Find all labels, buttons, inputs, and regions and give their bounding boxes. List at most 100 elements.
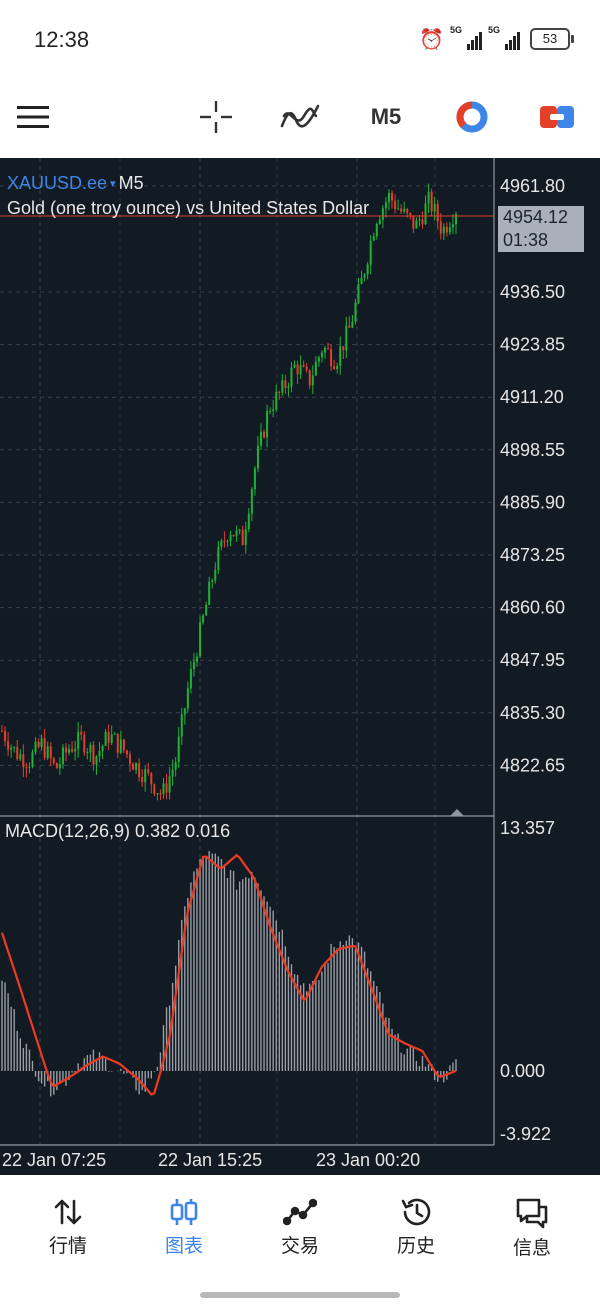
candle-body xyxy=(74,748,77,752)
chart-candles-icon xyxy=(170,1199,198,1225)
candle-body xyxy=(19,754,22,760)
candle-body xyxy=(418,219,421,221)
nav-chart-label: 图表 xyxy=(164,1235,203,1257)
candle-body xyxy=(296,364,299,375)
candle-body xyxy=(180,714,183,737)
candle-body xyxy=(64,747,67,753)
candle-body xyxy=(378,219,381,224)
candle-body xyxy=(259,431,262,446)
time-axis-label: 22 Jan 15:25 xyxy=(158,1150,262,1170)
candle-body xyxy=(232,534,235,537)
candle-body xyxy=(247,513,250,530)
candle-body xyxy=(284,380,287,388)
candle-body xyxy=(116,733,119,753)
chart-symbol-header[interactable]: XAUUSD.ee ▾ M5 xyxy=(7,172,144,195)
candle-body xyxy=(147,769,150,773)
candle-body xyxy=(95,756,98,765)
quotes-arrows-icon xyxy=(54,1199,82,1225)
candle-body xyxy=(199,622,202,657)
candle-body xyxy=(28,766,31,768)
candle-body xyxy=(177,736,180,763)
macd-signal xyxy=(0,853,457,1096)
candle-body xyxy=(403,208,406,212)
price-candles xyxy=(1,183,457,801)
status-time: 12:38 xyxy=(34,27,90,52)
time-axis-label: 22 Jan 07:25 xyxy=(2,1150,106,1170)
candle-body xyxy=(363,274,366,278)
candle-body xyxy=(34,741,37,753)
crosshair-icon[interactable] xyxy=(191,92,241,142)
candle-body xyxy=(183,708,186,715)
macd-axis-label: 13.357 xyxy=(500,818,555,838)
candle-body xyxy=(52,758,55,764)
candle-body xyxy=(427,191,430,204)
nav-history[interactable]: 历史 xyxy=(358,1197,474,1267)
candle-body xyxy=(138,763,141,778)
candle-body xyxy=(278,391,281,393)
candle-body xyxy=(342,346,345,351)
candle-body xyxy=(299,365,302,375)
candle-body xyxy=(391,192,394,201)
nav-trade-label: 交易 xyxy=(280,1235,319,1257)
candle-body xyxy=(412,215,415,229)
candle-body xyxy=(339,346,342,366)
candle-body xyxy=(171,769,174,777)
symbol-name[interactable]: XAUUSD.ee xyxy=(7,173,108,193)
nav-quotes-label: 行情 xyxy=(48,1235,87,1257)
nav-quotes[interactable]: 行情 xyxy=(10,1197,126,1267)
candle-body xyxy=(1,730,3,732)
candle-body xyxy=(272,409,275,411)
candle-body xyxy=(141,777,144,783)
candle-body xyxy=(168,776,171,793)
price-axis-label: 4860.60 xyxy=(500,598,565,618)
candle-body xyxy=(43,738,46,758)
candle-body xyxy=(366,264,369,275)
nav-history-label: 历史 xyxy=(396,1235,435,1257)
candle-body xyxy=(439,221,442,234)
candle-body xyxy=(144,769,147,783)
candle-body xyxy=(174,762,177,770)
candle-body xyxy=(122,739,125,751)
candle-body xyxy=(119,739,122,753)
candle-body xyxy=(436,203,439,222)
nav-messages[interactable]: 信息 xyxy=(474,1197,590,1267)
alarm-icon: ⏰ xyxy=(419,27,444,51)
indicators-icon[interactable] xyxy=(275,92,325,142)
chart-area[interactable]: 4961.80 4936.50 4923.85 4911.20 4898.55 4885.… xyxy=(0,158,600,1175)
signal-5g-icon-2: 5G xyxy=(488,25,520,50)
history-clock-icon xyxy=(401,1198,431,1226)
timeframe-dial-icon[interactable] xyxy=(447,92,497,142)
chart-grid xyxy=(0,158,494,1145)
candle-body xyxy=(384,202,387,209)
candle-body xyxy=(135,763,138,770)
candle-body xyxy=(150,772,153,785)
candle-body xyxy=(61,747,64,765)
nav-chart[interactable]: 图表 xyxy=(126,1197,242,1267)
nav-messages-label: 信息 xyxy=(512,1237,551,1259)
candle-body xyxy=(406,208,409,214)
hamburger-menu-icon[interactable] xyxy=(8,92,58,142)
candle-body xyxy=(83,734,86,753)
one-click-trade-icon[interactable] xyxy=(532,92,582,142)
candle-body xyxy=(455,214,457,225)
candle-body xyxy=(10,747,13,750)
timeframe-button[interactable]: M5 xyxy=(370,104,402,129)
candle-body xyxy=(92,744,95,765)
price-axis-label: 4911.20 xyxy=(500,387,564,407)
candle-body xyxy=(107,731,110,743)
price-axis-label: 4822.65 xyxy=(500,755,565,775)
symbol-dropdown-icon[interactable]: ▾ xyxy=(110,177,116,190)
candle-body xyxy=(55,763,58,769)
candle-body xyxy=(202,615,205,623)
candle-body xyxy=(253,468,256,490)
candle-body xyxy=(68,748,71,753)
chart-canvas[interactable]: 4961.80 4936.50 4923.85 4911.20 4898.55 4885.… xyxy=(0,158,600,1175)
candle-body xyxy=(269,410,272,412)
nav-trade[interactable]: 交易 xyxy=(242,1197,358,1267)
candle-body xyxy=(113,733,116,735)
candle-body xyxy=(311,375,314,386)
messages-chat-icon xyxy=(516,1198,548,1229)
chart-timeframe: M5 xyxy=(118,173,144,193)
candle-body xyxy=(354,302,357,322)
candle-body xyxy=(98,751,101,757)
